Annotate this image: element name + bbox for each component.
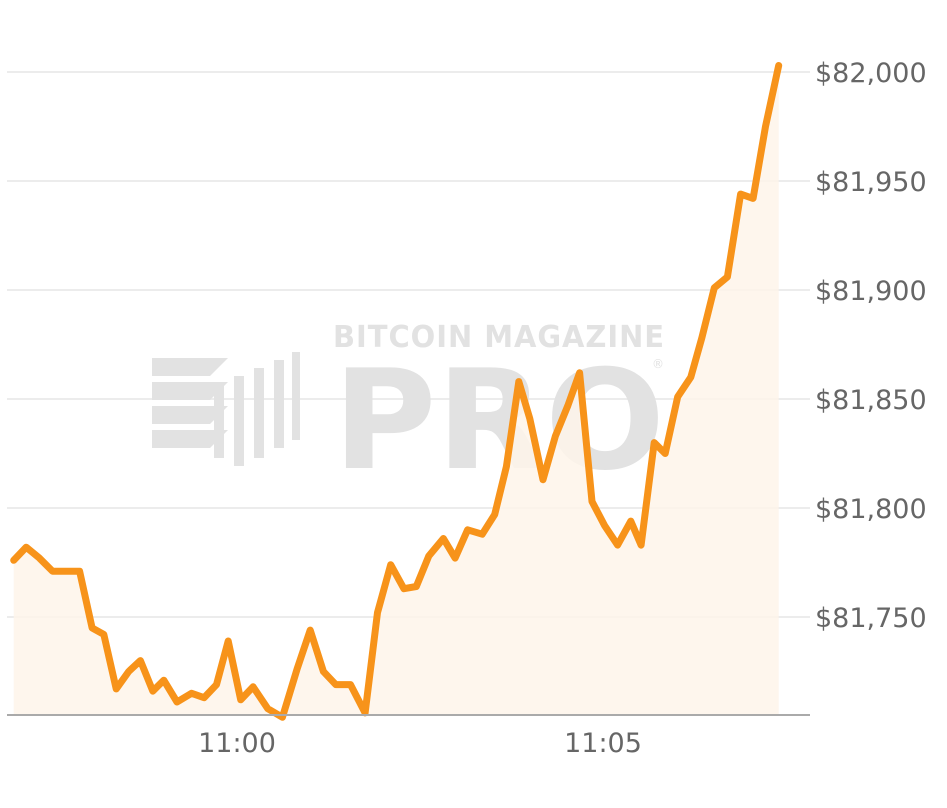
- watermark-title: BITCOIN MAGAZINE: [333, 320, 665, 355]
- y-tick-label: $81,750: [815, 603, 927, 634]
- y-axis: $82,000 $81,950 $81,900 $81,850 $81,800 $81,7…: [815, 58, 927, 634]
- bitcoin-magazine-pro-watermark: BITCOIN MAGAZINE PRO ®: [152, 320, 665, 501]
- y-tick-label: $81,900: [815, 276, 927, 307]
- y-tick-label: $82,000: [815, 58, 927, 89]
- y-tick-label: $81,800: [815, 494, 927, 525]
- x-tick-label: 11:05: [564, 728, 642, 759]
- x-tick-label: 11:00: [198, 728, 276, 759]
- series-area: [13, 65, 779, 718]
- watermark-pro: PRO: [333, 340, 665, 501]
- watermark-registered-mark: ®: [652, 357, 664, 371]
- series-line: [10, 62, 783, 721]
- watermark-logo-icon: [152, 352, 300, 466]
- y-tick-label: $81,850: [815, 385, 927, 416]
- x-axis: 11:00 11:05: [198, 728, 642, 759]
- y-tick-label: $81,950: [815, 167, 927, 198]
